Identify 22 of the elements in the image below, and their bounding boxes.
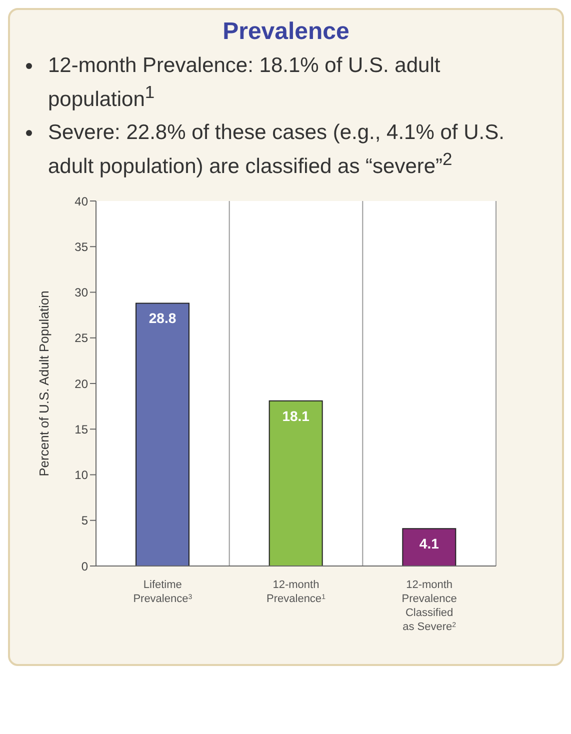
y-tick-label: 25 (74, 331, 88, 346)
data-label: 4.1 (419, 536, 440, 552)
y-tick-label: 35 (74, 240, 88, 254)
y-tick-label: 15 (74, 422, 88, 436)
y-tick-label: 0 (81, 559, 88, 574)
y-tick-label: 30 (74, 286, 88, 300)
bar (402, 528, 456, 566)
x-tick-label: 12-month Prevalence Classified as Severe$^{2}$ (402, 579, 457, 633)
y-tick-label: 5 (81, 514, 88, 528)
data-label: 18.1 (282, 408, 310, 424)
bar (136, 302, 190, 566)
bar (268, 400, 323, 566)
y-axis-title: Percent of U.S. Adult Population (36, 290, 52, 476)
x-tick-label: 12-month Prevalence$^{1}$ (266, 579, 326, 605)
text: 12-month Prevalence: 18.1% of U.S. adult population$^{1}$ (48, 53, 442, 113)
y-tick-label: 20 (74, 376, 88, 391)
y-tick-label: 10 (74, 468, 88, 482)
chart-title: Prevalence (222, 18, 350, 46)
data-label: 28.8 (148, 310, 176, 326)
text: Severe: 22.8% of these cases (e.g., 4.1% of U.S. adult population) are classified as “severe”$^{2}$ (48, 120, 506, 180)
x-tick-label: Lifetime Prevalence$^{3}$ (133, 579, 192, 605)
y-tick-label: 40 (74, 194, 88, 208)
